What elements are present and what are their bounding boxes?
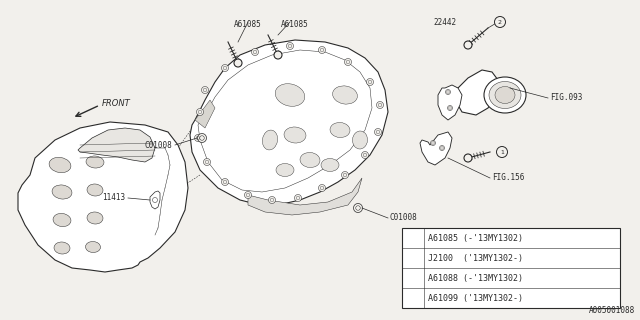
Polygon shape: [150, 191, 160, 209]
Polygon shape: [195, 100, 215, 128]
Circle shape: [244, 191, 252, 198]
Ellipse shape: [54, 242, 70, 254]
Circle shape: [319, 46, 326, 53]
Polygon shape: [420, 132, 452, 165]
Text: C01008: C01008: [144, 140, 172, 149]
Ellipse shape: [86, 242, 100, 252]
Circle shape: [344, 59, 351, 66]
Circle shape: [196, 108, 204, 116]
Ellipse shape: [333, 86, 357, 104]
Ellipse shape: [52, 185, 72, 199]
Circle shape: [234, 59, 242, 67]
Ellipse shape: [495, 86, 515, 103]
Circle shape: [287, 43, 294, 50]
Circle shape: [408, 233, 418, 243]
Circle shape: [353, 204, 362, 212]
Ellipse shape: [330, 123, 350, 138]
Text: 1: 1: [500, 149, 504, 155]
Circle shape: [274, 51, 282, 59]
Text: A61085 (-'13MY1302): A61085 (-'13MY1302): [428, 234, 523, 243]
Circle shape: [221, 65, 228, 71]
Text: C01008: C01008: [390, 213, 418, 222]
Ellipse shape: [353, 131, 367, 149]
Bar: [402, 228, 620, 308]
Text: A61088 (-'13MY1302): A61088 (-'13MY1302): [428, 274, 523, 283]
Circle shape: [447, 106, 452, 110]
Circle shape: [497, 147, 508, 157]
Text: A61099 ('13MY1302-): A61099 ('13MY1302-): [428, 293, 523, 302]
Circle shape: [319, 185, 326, 191]
Ellipse shape: [87, 184, 103, 196]
Polygon shape: [453, 70, 498, 115]
Circle shape: [362, 151, 369, 158]
Polygon shape: [190, 40, 388, 205]
Ellipse shape: [262, 130, 278, 150]
Text: FRONT: FRONT: [102, 99, 131, 108]
Text: 1: 1: [411, 236, 415, 241]
Text: A005001088: A005001088: [589, 306, 635, 315]
Text: 22442: 22442: [433, 18, 456, 27]
Circle shape: [198, 133, 207, 142]
Ellipse shape: [321, 158, 339, 172]
Polygon shape: [78, 128, 155, 162]
Polygon shape: [438, 85, 462, 120]
Circle shape: [445, 90, 451, 94]
Ellipse shape: [53, 213, 71, 227]
Text: FIG.093: FIG.093: [550, 93, 582, 102]
Circle shape: [294, 195, 301, 202]
Circle shape: [252, 49, 259, 55]
Ellipse shape: [49, 157, 71, 172]
Circle shape: [204, 158, 211, 165]
Circle shape: [495, 17, 506, 28]
Ellipse shape: [489, 82, 521, 108]
Text: A61085: A61085: [281, 20, 309, 29]
Ellipse shape: [87, 212, 103, 224]
Circle shape: [440, 146, 445, 150]
Circle shape: [374, 129, 381, 135]
Circle shape: [464, 41, 472, 49]
Text: A61085: A61085: [234, 20, 262, 29]
Circle shape: [376, 101, 383, 108]
Circle shape: [202, 86, 209, 93]
Text: 2: 2: [411, 276, 415, 281]
Circle shape: [431, 140, 435, 146]
Circle shape: [195, 134, 202, 141]
Text: J2100  ('13MY1302-): J2100 ('13MY1302-): [428, 253, 523, 262]
Circle shape: [342, 172, 349, 179]
Circle shape: [464, 154, 472, 162]
Polygon shape: [18, 122, 188, 272]
Ellipse shape: [275, 84, 305, 106]
Ellipse shape: [276, 164, 294, 177]
Text: 11413: 11413: [102, 193, 125, 202]
Ellipse shape: [86, 156, 104, 168]
Ellipse shape: [300, 152, 320, 168]
Text: FIG.156: FIG.156: [492, 173, 524, 182]
Circle shape: [367, 78, 374, 85]
Circle shape: [408, 273, 418, 283]
Polygon shape: [248, 178, 362, 215]
Circle shape: [221, 179, 228, 186]
Ellipse shape: [484, 77, 526, 113]
Text: 2: 2: [498, 20, 502, 25]
Ellipse shape: [284, 127, 306, 143]
Circle shape: [269, 196, 275, 204]
